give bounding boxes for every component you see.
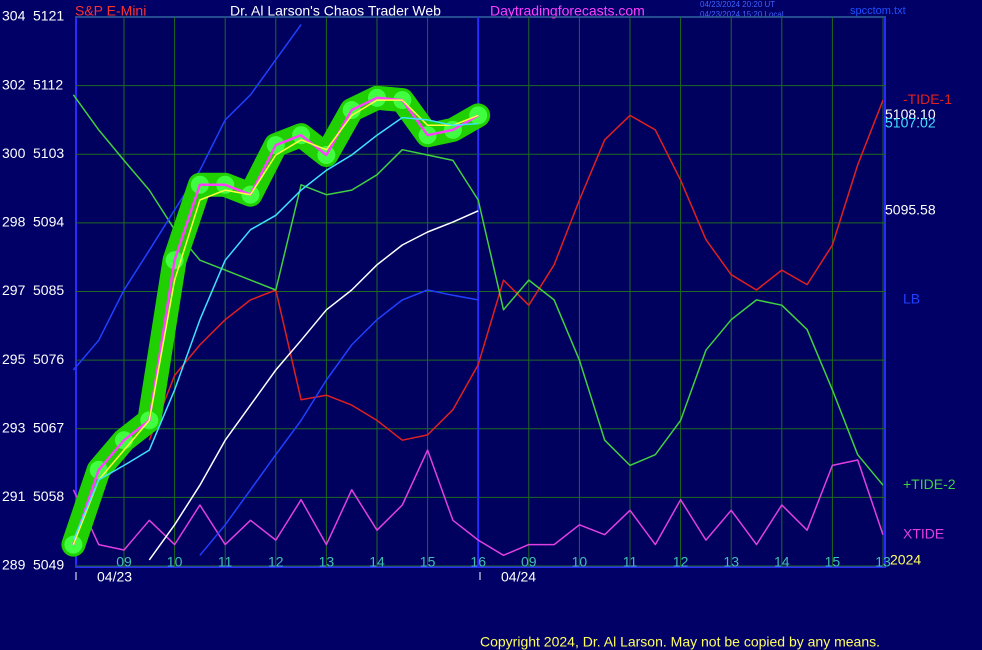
y-tick-label: 5121 xyxy=(33,8,64,24)
end-value-label: 5095.58 xyxy=(885,202,936,218)
x-tick-label: 09 xyxy=(116,554,132,570)
date-label: 04/23 xyxy=(97,569,132,585)
series-line xyxy=(72,94,884,486)
y-tick-label: 5058 xyxy=(33,488,64,504)
x-tick-label: 12 xyxy=(673,554,689,570)
year: 2024 xyxy=(890,552,921,568)
series-label: XTIDE xyxy=(903,525,944,541)
end-value-label: 5107.02 xyxy=(885,114,936,130)
halo-dot xyxy=(469,106,488,125)
x-tick-label: 15 xyxy=(420,554,436,570)
series-line xyxy=(148,99,884,441)
y-tick-label: 5094 xyxy=(33,214,64,230)
series-line xyxy=(199,289,479,556)
chart-title: Dr. Al Larson's Chaos Trader Web xyxy=(230,3,441,19)
y2-tick-label: 291 xyxy=(2,488,26,504)
y2-tick-label: 302 xyxy=(2,76,26,92)
series-line xyxy=(148,210,479,561)
y2-tick-label: 295 xyxy=(2,351,26,367)
x-tick-label: 15 xyxy=(825,554,841,570)
x-tick-label: 14 xyxy=(774,554,790,570)
copyright: Copyright 2024, Dr. Al Larson. May not b… xyxy=(480,634,880,650)
y2-tick-label: 297 xyxy=(2,282,26,298)
series-label: +TIDE-2 xyxy=(903,476,956,492)
date-label: 04/24 xyxy=(501,569,536,585)
website: Daytradingforecasts.com xyxy=(490,3,645,19)
y-tick-label: 5076 xyxy=(33,351,64,367)
y2-tick-label: 289 xyxy=(2,557,26,573)
file-name: spcctom.txt xyxy=(850,5,906,17)
x-tick-label: 11 xyxy=(218,554,233,570)
series-line xyxy=(72,99,479,545)
x-tick-label: 14 xyxy=(369,554,385,570)
series-line xyxy=(72,96,479,546)
timestamp: 04/23/2024 20:20 UT xyxy=(700,0,775,9)
series-label: -TIDE-1 xyxy=(903,91,952,107)
x-tick-label: 09 xyxy=(521,554,537,570)
end-value-label: 5108.10 xyxy=(885,106,936,122)
y-tick-label: 5112 xyxy=(33,76,63,92)
x-tick-label: 13 xyxy=(875,554,891,570)
y2-tick-label: 304 xyxy=(2,8,26,24)
x-tick-label: 10 xyxy=(167,554,183,570)
halo-dot xyxy=(64,535,83,554)
symbol: S&P E-Mini xyxy=(75,3,146,19)
x-tick-label: 13 xyxy=(319,554,335,570)
y2-tick-label: 293 xyxy=(2,419,26,435)
x-tick-label: 11 xyxy=(623,554,638,570)
y-tick-label: 5085 xyxy=(33,282,64,298)
x-tick-label: 13 xyxy=(723,554,739,570)
y-tick-label: 5067 xyxy=(33,419,64,435)
x-tick-label: 10 xyxy=(572,554,588,570)
series-label: LB xyxy=(903,291,920,307)
y-tick-label: 5049 xyxy=(33,557,64,573)
y2-tick-label: 298 xyxy=(2,214,26,230)
x-tick-label: 12 xyxy=(268,554,284,570)
series-line xyxy=(72,449,884,557)
timestamp: 04/23/2024 15:20 Local xyxy=(700,10,784,19)
y2-tick-label: 300 xyxy=(2,145,26,161)
y-tick-label: 5103 xyxy=(33,145,64,161)
series-line xyxy=(72,116,479,541)
